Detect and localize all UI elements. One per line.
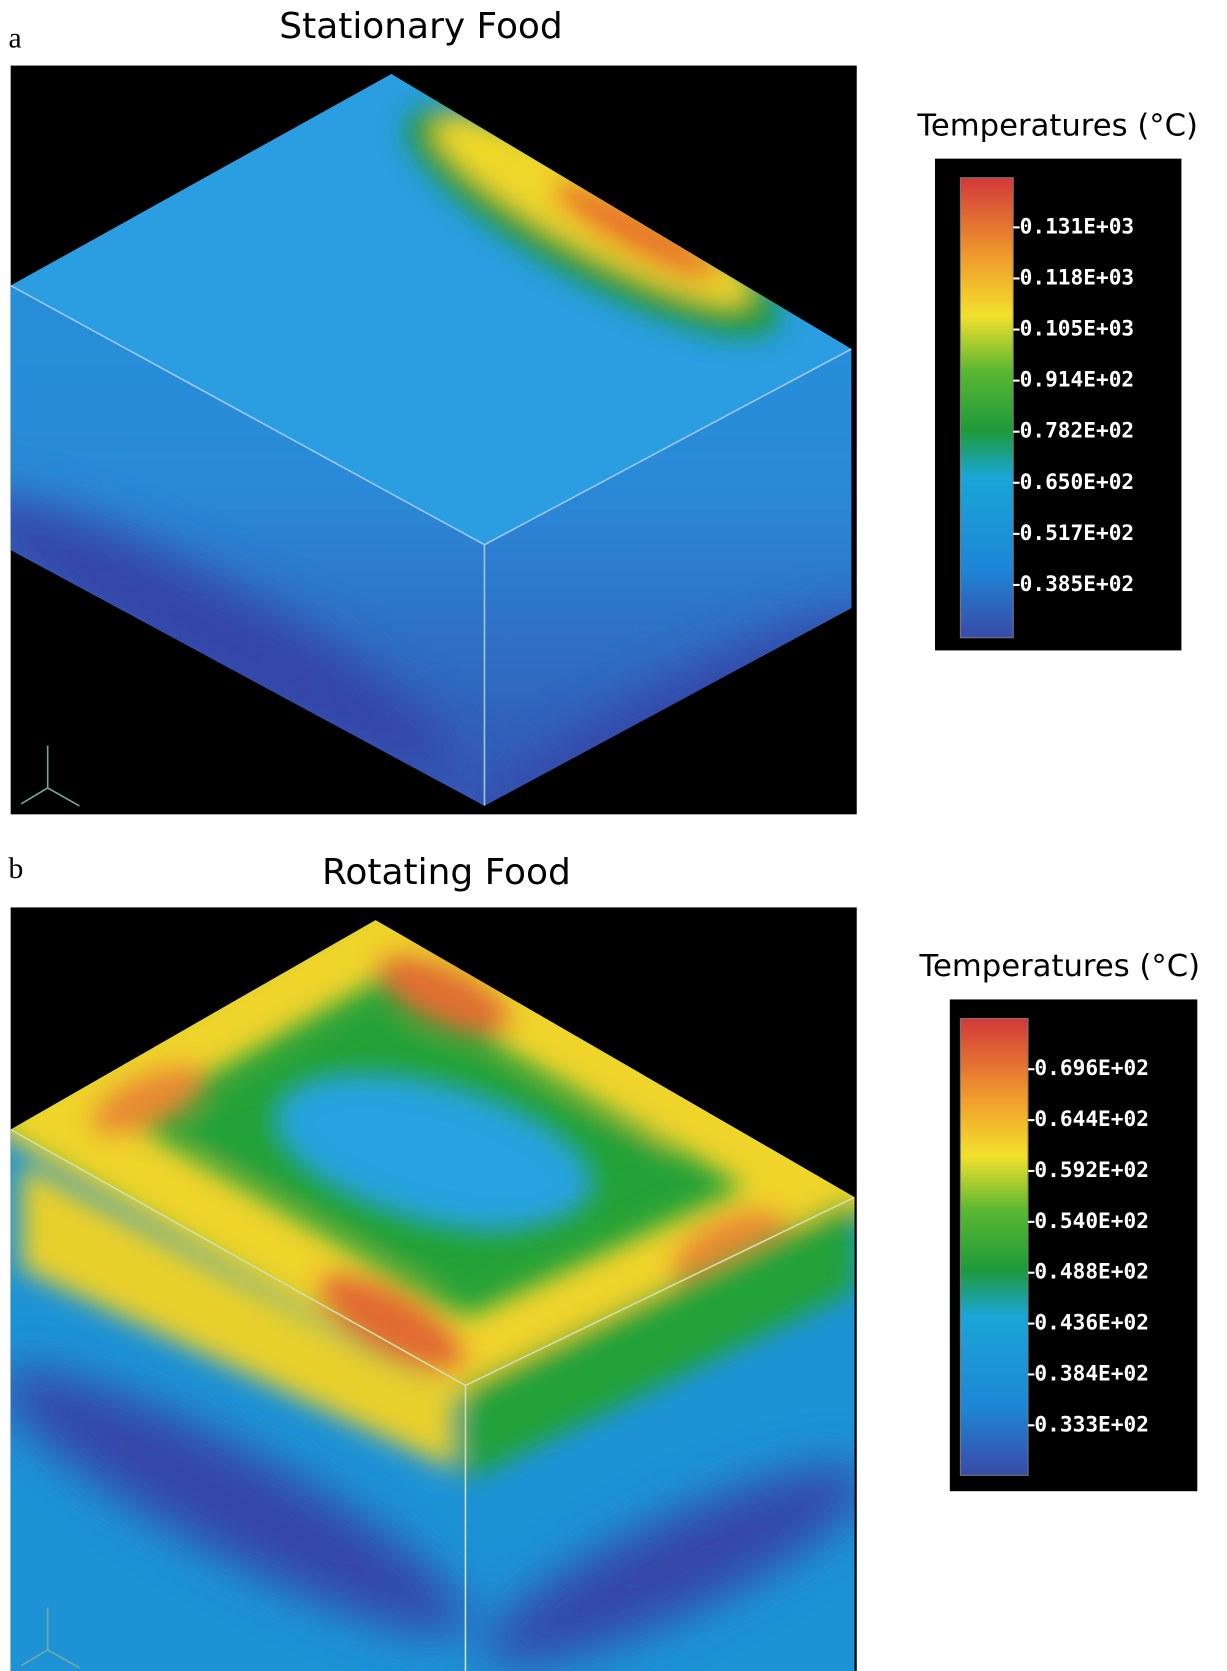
tick-label: 0.517E+02 [1020,520,1135,545]
tick-label: 0.131E+03 [1020,213,1135,238]
figure: a Stationary Food Temperatures (°C) 0.13… [0,0,1227,1671]
colorbar [960,1018,1028,1475]
tick-label: 0.118E+03 [1020,264,1135,289]
legend-title: Temperatures (°C) [916,108,1198,143]
tick-label: 0.644E+02 [1034,1106,1149,1131]
panel-label: b [9,853,24,885]
legend-title: Temperatures (°C) [919,949,1201,984]
tick-label: 0.436E+02 [1034,1310,1149,1335]
tick-label: 0.333E+02 [1034,1411,1149,1436]
panel-label: a [9,23,22,55]
tick-label: 0.650E+02 [1020,469,1135,494]
tick-label: 0.540E+02 [1034,1208,1149,1233]
tick-label: 0.488E+02 [1034,1259,1149,1284]
tick-label: 0.782E+02 [1020,418,1135,443]
tick-label: 0.385E+02 [1020,571,1135,596]
tick-label: 0.914E+02 [1020,367,1135,392]
panel-title: Stationary Food [279,6,562,47]
colorbar [960,178,1013,638]
tick-label: 0.384E+02 [1034,1360,1149,1385]
tick-label: 0.105E+03 [1020,316,1135,341]
tick-label: 0.696E+02 [1034,1055,1149,1080]
panel-title: Rotating Food [322,852,571,893]
tick-label: 0.592E+02 [1034,1157,1149,1182]
